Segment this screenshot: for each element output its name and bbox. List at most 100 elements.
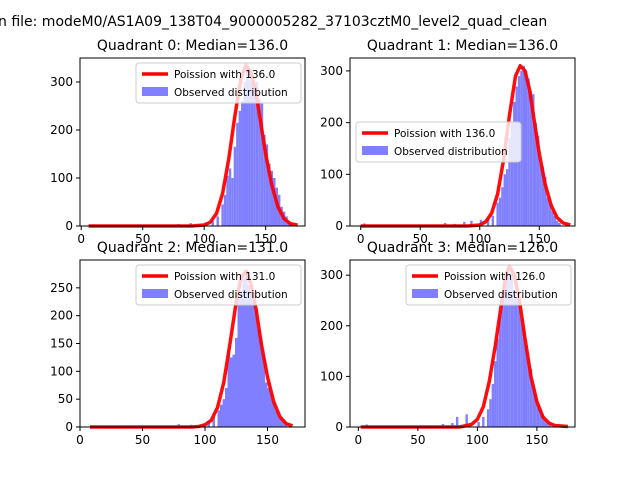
histogram-bar bbox=[217, 410, 220, 427]
subplot-quadrant-1: 0 50 100 150 0 100 200 300 Quadrant 1: Median=13… bbox=[320, 38, 576, 246]
histogram-bar bbox=[503, 282, 506, 427]
histogram-bar bbox=[489, 399, 492, 427]
x-tick-label: 100 bbox=[194, 433, 217, 447]
poisson-curve bbox=[360, 64, 571, 228]
histogram-bar bbox=[255, 82, 259, 226]
histogram-bar bbox=[277, 415, 280, 427]
x-tick-label: 100 bbox=[193, 232, 216, 246]
histogram-bar bbox=[486, 409, 490, 427]
y-tick-label: 250 bbox=[50, 281, 73, 295]
histogram-bar bbox=[222, 399, 225, 427]
histogram-bar bbox=[532, 94, 535, 226]
histogram-bar bbox=[544, 419, 547, 427]
histogram-bar bbox=[494, 361, 497, 427]
histogram-bar bbox=[241, 101, 244, 226]
histogram-bar bbox=[522, 65, 525, 226]
y-tick-label: 300 bbox=[320, 64, 343, 78]
legend-label-observed: Observed distribution bbox=[394, 146, 508, 158]
x-tick-label: 0 bbox=[355, 433, 363, 447]
histogram-bar bbox=[558, 222, 561, 226]
histogram-bar bbox=[247, 285, 250, 427]
histogram-bar bbox=[235, 337, 238, 427]
histogram-bar bbox=[520, 318, 523, 427]
histogram-bar bbox=[463, 221, 466, 226]
y-tick-label: 200 bbox=[320, 319, 343, 333]
histogram-bar bbox=[270, 393, 273, 427]
histogram-bar bbox=[236, 122, 239, 226]
histogram-bar bbox=[223, 194, 227, 226]
histogram-bar bbox=[510, 122, 514, 226]
histogram-bar bbox=[532, 386, 535, 427]
legend-label-poisson: Poission with 136.0 bbox=[174, 69, 275, 81]
axes-frame bbox=[79, 57, 306, 227]
y-tick-label: 0 bbox=[335, 420, 343, 434]
axes-frame bbox=[349, 57, 576, 227]
axes-frame bbox=[349, 259, 576, 428]
histogram-bar bbox=[248, 79, 251, 226]
histogram-bar bbox=[260, 337, 263, 427]
legend-hist-swatch bbox=[412, 289, 438, 298]
histogram-bar bbox=[541, 414, 545, 427]
histogram-bar bbox=[513, 101, 516, 226]
histogram-bar bbox=[529, 368, 533, 427]
x-tick-label: 0 bbox=[76, 433, 84, 447]
histogram-bar bbox=[228, 168, 232, 226]
y-tick-label: 300 bbox=[320, 268, 343, 282]
histogram-bar bbox=[265, 144, 269, 226]
histogram-bar bbox=[237, 298, 240, 427]
histogram-bar bbox=[280, 418, 283, 427]
histogram-bar bbox=[534, 122, 537, 226]
histogram-bar bbox=[455, 416, 459, 427]
subplot-title: Quadrant 3: Median=126.0 bbox=[367, 240, 558, 256]
legend-label-observed: Observed distribution bbox=[174, 87, 288, 99]
histogram-bar bbox=[482, 416, 485, 427]
legend: Poission with 136.0 Observed distribution bbox=[135, 62, 302, 104]
histogram-bar bbox=[503, 174, 506, 226]
x-tick-label: 100 bbox=[468, 232, 491, 246]
histogram-bar bbox=[534, 394, 537, 427]
y-tick-label: 150 bbox=[50, 337, 73, 351]
histogram-bar bbox=[226, 175, 229, 226]
y-tick-label: 100 bbox=[50, 171, 73, 185]
histogram-bar bbox=[555, 220, 559, 226]
histogram-bar bbox=[250, 82, 254, 226]
legend-hist-swatch bbox=[362, 146, 388, 155]
histogram-bar bbox=[498, 197, 502, 226]
histogram-bar bbox=[496, 338, 499, 427]
legend-box bbox=[135, 62, 302, 104]
histogram-bar bbox=[501, 297, 504, 427]
y-tick-label: 0 bbox=[335, 219, 343, 233]
histogram-bar bbox=[548, 424, 552, 427]
histogram-bar bbox=[486, 218, 490, 226]
histogram-bar bbox=[211, 221, 215, 226]
subplot-quadrant-0: 0 50 100 150 0 100 200 300 Quadrant 0: Median=13… bbox=[50, 38, 306, 246]
histogram-bar bbox=[257, 329, 260, 427]
histogram-bar bbox=[546, 197, 549, 226]
subplot-title: Quadrant 1: Median=136.0 bbox=[367, 38, 558, 54]
histogram-bar bbox=[268, 163, 271, 226]
histogram-bar bbox=[253, 86, 256, 226]
y-tick-label: 100 bbox=[320, 167, 343, 181]
legend-label-poisson: Poission with 136.0 bbox=[394, 128, 495, 140]
histogram-bar bbox=[272, 401, 275, 427]
histogram-bar bbox=[525, 70, 528, 226]
y-tick-label: 300 bbox=[50, 75, 73, 89]
x-tick-label: 50 bbox=[135, 433, 150, 447]
histogram-bar bbox=[227, 349, 230, 427]
legend-label-poisson: Poission with 126.0 bbox=[444, 271, 545, 283]
subplot-title: Quadrant 0: Median=136.0 bbox=[97, 38, 288, 54]
figure-suptitle: n file: modeM0/AS1A09_138T04_9000005282_… bbox=[0, 14, 547, 30]
histogram-bar bbox=[262, 354, 265, 427]
histogram-bar bbox=[505, 270, 509, 427]
histogram-bar bbox=[282, 421, 285, 427]
histogram-bar bbox=[505, 169, 509, 226]
histogram-bar bbox=[451, 422, 454, 427]
x-tick-label: 50 bbox=[135, 232, 150, 246]
histogram-bar bbox=[551, 210, 554, 226]
histogram-bar bbox=[275, 410, 278, 427]
histogram-bar bbox=[491, 383, 495, 427]
histogram-bar bbox=[515, 297, 518, 427]
x-tick-label: 50 bbox=[413, 232, 428, 246]
x-tick-label: 150 bbox=[528, 232, 551, 246]
